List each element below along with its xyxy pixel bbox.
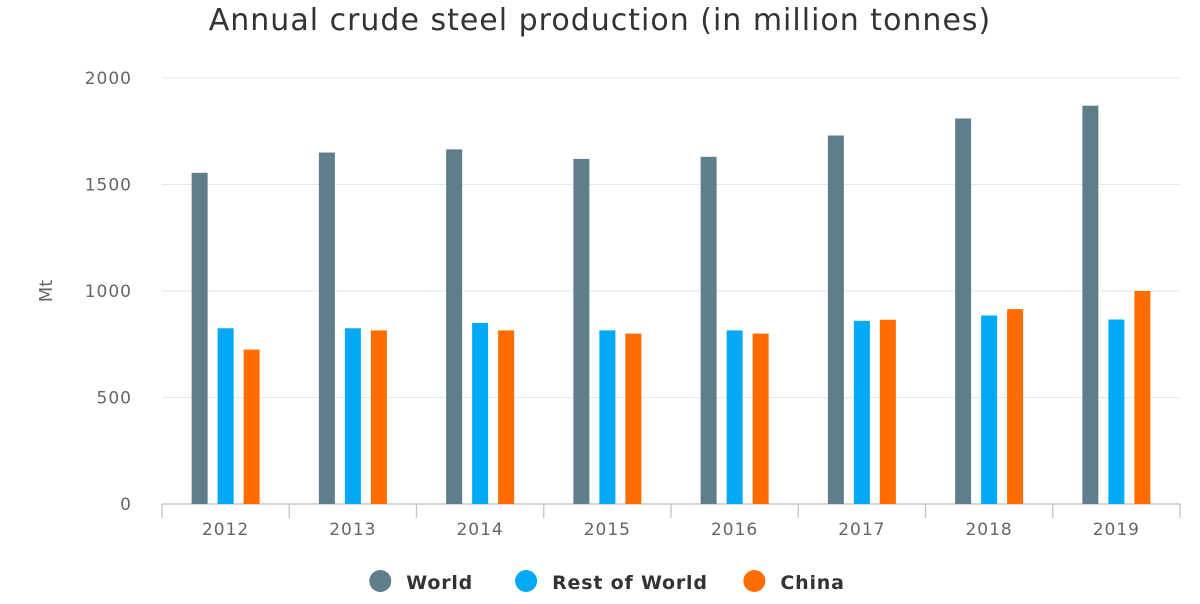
bar-world-2017[interactable] <box>827 135 844 504</box>
x-tick-label: 2012 <box>202 520 249 540</box>
bar-china-2017[interactable] <box>879 319 896 504</box>
bar-world-2013[interactable] <box>318 152 335 505</box>
legend-item-world[interactable]: World <box>369 570 473 594</box>
bars <box>191 105 1151 505</box>
y-tick-label: 2000 <box>85 69 132 89</box>
bar-china-2016[interactable] <box>752 333 769 504</box>
bar-rest-of-world-2018[interactable] <box>981 315 998 504</box>
x-tick-label: 2013 <box>329 520 376 540</box>
y-tick-label: 1000 <box>85 282 132 302</box>
x-tick-label: 2017 <box>838 520 885 540</box>
legend-item-rest-of-world[interactable]: Rest of World <box>515 570 708 594</box>
y-axis: 0 500 1000 1500 2000 <box>85 69 132 515</box>
bar-rest-of-world-2015[interactable] <box>599 330 616 504</box>
legend-swatch <box>515 570 538 592</box>
legend-label: China <box>780 572 844 594</box>
bar-world-2014[interactable] <box>446 149 463 505</box>
x-axis <box>161 503 1181 518</box>
bar-china-2019[interactable] <box>1134 291 1151 504</box>
y-tick-label: 0 <box>120 495 132 515</box>
gridlines <box>162 77 1180 398</box>
y-axis-title: Mt <box>36 280 57 303</box>
x-tick-label: 2019 <box>1093 520 1140 540</box>
bar-world-2018[interactable] <box>955 118 972 504</box>
legend-item-china[interactable]: China <box>743 570 844 594</box>
bar-world-2019[interactable] <box>1082 105 1099 504</box>
chart-title: Annual crude steel production (in millio… <box>209 3 992 38</box>
bar-rest-of-world-2014[interactable] <box>472 322 489 504</box>
bar-rest-of-world-2019[interactable] <box>1108 319 1125 504</box>
legend-label: World <box>406 572 473 594</box>
x-tick-label: 2014 <box>456 520 503 540</box>
x-tick-label: 2018 <box>965 520 1012 540</box>
x-tick-label: 2015 <box>584 520 631 540</box>
legend-swatch <box>369 570 392 592</box>
bar-china-2013[interactable] <box>370 330 387 504</box>
y-tick-label: 1500 <box>85 176 132 196</box>
bar-rest-of-world-2017[interactable] <box>853 320 870 504</box>
bar-world-2015[interactable] <box>573 158 590 504</box>
legend-label: Rest of World <box>552 572 708 594</box>
bar-china-2018[interactable] <box>1007 309 1024 504</box>
bar-rest-of-world-2016[interactable] <box>726 330 743 504</box>
y-tick-label: 500 <box>97 389 132 409</box>
bar-rest-of-world-2013[interactable] <box>344 328 361 504</box>
x-axis-labels: 2012 2013 2014 2015 2016 2017 2018 2019 <box>202 520 1140 540</box>
bar-china-2014[interactable] <box>498 330 515 504</box>
bar-world-2016[interactable] <box>700 156 717 504</box>
legend: World Rest of World China <box>369 570 844 594</box>
bar-world-2012[interactable] <box>191 172 208 504</box>
bar-china-2012[interactable] <box>243 349 260 504</box>
x-tick-label: 2016 <box>711 520 758 540</box>
bar-china-2015[interactable] <box>625 333 642 504</box>
bar-rest-of-world-2012[interactable] <box>217 328 234 504</box>
legend-swatch <box>743 570 766 592</box>
